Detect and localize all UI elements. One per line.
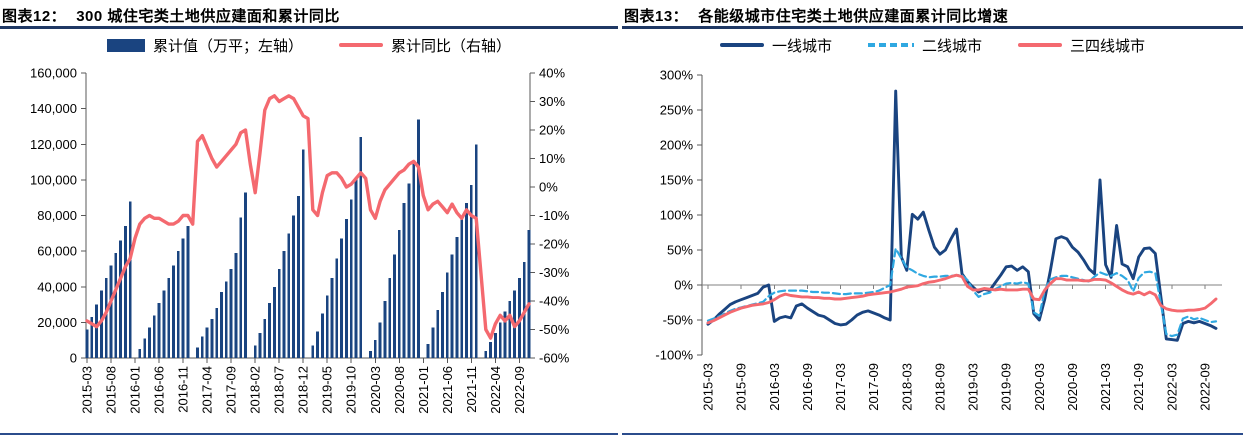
line-swatch-icon (719, 43, 764, 47)
svg-text:100%: 100% (660, 208, 694, 223)
figure13-label: 图表13： (624, 8, 689, 25)
figure13-title: 图表13： 各能级城市住宅类土地供应建面累计同比增速 (624, 5, 1008, 26)
svg-text:2016-11: 2016-11 (176, 366, 191, 413)
svg-text:0%: 0% (539, 180, 558, 195)
svg-text:2016-09: 2016-09 (800, 363, 815, 411)
svg-text:2019-05: 2019-05 (320, 366, 335, 414)
svg-text:2019-09: 2019-09 (999, 363, 1014, 411)
svg-text:2015-03: 2015-03 (701, 363, 716, 411)
svg-text:-60%: -60% (539, 351, 570, 366)
figure12-title: 图表12： 300 城住宅类土地供应建面和累计同比 (2, 5, 340, 26)
figure12-title-rule (0, 26, 618, 29)
figure12-title-text: 300 城住宅类土地供应建面和累计同比 (76, 8, 340, 25)
svg-text:2016-06: 2016-06 (152, 366, 167, 414)
svg-text:-100%: -100% (655, 348, 693, 363)
svg-text:80,000: 80,000 (37, 208, 77, 223)
svg-text:-30%: -30% (539, 265, 570, 280)
legend-item-tier1: 一线城市 (719, 35, 832, 56)
svg-text:2021-01: 2021-01 (416, 366, 431, 414)
svg-text:2017-03: 2017-03 (833, 363, 848, 411)
svg-text:100,000: 100,000 (30, 172, 77, 187)
svg-text:2020-03: 2020-03 (1032, 363, 1047, 411)
legend-label: 累计同比（右轴） (391, 37, 512, 55)
figure12-label: 图表12： (2, 8, 67, 25)
svg-text:50%: 50% (667, 243, 693, 258)
svg-text:20,000: 20,000 (37, 315, 77, 330)
line-swatch-icon (1018, 43, 1062, 47)
svg-text:300%: 300% (660, 68, 694, 83)
figure13-title-text: 各能级城市住宅类土地供应建面累计同比增速 (698, 8, 1009, 25)
figure13-title-rule (622, 26, 1243, 29)
svg-text:-40%: -40% (539, 294, 570, 309)
svg-text:2021-11: 2021-11 (464, 366, 479, 413)
tier-growth-line-chart: -100% -50% 0% 50% 100% 150% 200% 250% 300% 2015-0… (655, 68, 1222, 411)
legend-label: 二线城市 (921, 37, 982, 55)
svg-text:2018-07: 2018-07 (272, 366, 287, 414)
svg-text:2018-03: 2018-03 (899, 363, 914, 411)
figure13-panel: 图表13： 各能级城市住宅类土地供应建面累计同比增速 一线城市 二线城市 三四线城… (622, 0, 1243, 442)
svg-text:20%: 20% (539, 123, 565, 138)
svg-text:2022-03: 2022-03 (1164, 363, 1179, 411)
svg-text:60,000: 60,000 (37, 244, 77, 259)
svg-text:-50%: -50% (663, 313, 694, 328)
svg-text:160,000: 160,000 (30, 66, 77, 81)
figure12-panel: 图表12： 300 城住宅类土地供应建面和累计同比 累计值（万平；左轴） 累计同比… (0, 0, 618, 442)
svg-text:2015-09: 2015-09 (734, 363, 749, 411)
svg-text:2019-03: 2019-03 (966, 363, 981, 411)
svg-text:30%: 30% (539, 94, 565, 109)
figure12-bottom-rule (0, 433, 618, 435)
svg-text:2021-09: 2021-09 (1131, 363, 1146, 411)
figure13-legend: 一线城市 二线城市 三四线城市 (622, 33, 1243, 57)
svg-text:2018-12: 2018-12 (296, 366, 311, 414)
legend-item-tier2: 二线城市 (867, 35, 982, 56)
svg-text:2017-09: 2017-09 (866, 363, 881, 411)
svg-text:-50%: -50% (539, 322, 570, 337)
legend-item-cumulative-value: 累计值（万平；左轴） (106, 35, 303, 56)
svg-text:2018-09: 2018-09 (932, 363, 947, 411)
dashed-line-swatch-icon (867, 43, 914, 47)
svg-text:120,000: 120,000 (30, 137, 77, 152)
svg-text:-20%: -20% (539, 237, 570, 252)
svg-text:2020-09: 2020-09 (1065, 363, 1080, 411)
svg-text:2016-03: 2016-03 (767, 363, 782, 411)
svg-text:40%: 40% (539, 66, 565, 81)
bar-swatch-icon (106, 38, 145, 52)
svg-text:2021-06: 2021-06 (440, 366, 455, 414)
svg-text:2020-03: 2020-03 (368, 366, 383, 414)
svg-text:2022-04: 2022-04 (488, 366, 503, 414)
svg-text:200%: 200% (660, 138, 694, 153)
legend-item-cumulative-yoy: 累计同比（右轴） (339, 35, 511, 56)
svg-text:150%: 150% (660, 173, 694, 188)
line-swatch-icon (339, 43, 383, 47)
figure12-legend: 累计值（万平；左轴） 累计同比（右轴） (0, 33, 618, 57)
svg-text:140,000: 140,000 (30, 101, 77, 116)
svg-text:0: 0 (70, 351, 77, 366)
svg-text:-10%: -10% (539, 208, 570, 223)
svg-text:2018-02: 2018-02 (248, 366, 263, 414)
legend-label: 三四线城市 (1070, 37, 1146, 55)
supply-bar-line-chart: 0 20,000 40,000 60,000 80,000 100,000 120,000 1… (30, 66, 570, 414)
svg-text:2017-09: 2017-09 (224, 366, 239, 414)
legend-label: 一线城市 (771, 37, 832, 55)
svg-text:2015-08: 2015-08 (104, 366, 119, 414)
legend-item-tier34: 三四线城市 (1018, 35, 1145, 56)
svg-text:2016-01: 2016-01 (128, 366, 143, 414)
svg-text:2017-04: 2017-04 (200, 366, 215, 414)
svg-text:2021-03: 2021-03 (1098, 363, 1113, 411)
svg-text:2022-09: 2022-09 (1198, 363, 1213, 411)
svg-text:40,000: 40,000 (37, 279, 77, 294)
svg-text:0%: 0% (674, 278, 693, 293)
legend-label: 累计值（万平；左轴） (152, 37, 303, 55)
svg-text:250%: 250% (660, 103, 694, 118)
svg-text:2022-09: 2022-09 (512, 366, 527, 414)
svg-text:2020-08: 2020-08 (392, 366, 407, 414)
svg-text:2015-03: 2015-03 (80, 366, 95, 414)
svg-text:10%: 10% (539, 151, 565, 166)
svg-text:2019-10: 2019-10 (344, 366, 359, 414)
figure13-bottom-rule (622, 433, 1243, 435)
